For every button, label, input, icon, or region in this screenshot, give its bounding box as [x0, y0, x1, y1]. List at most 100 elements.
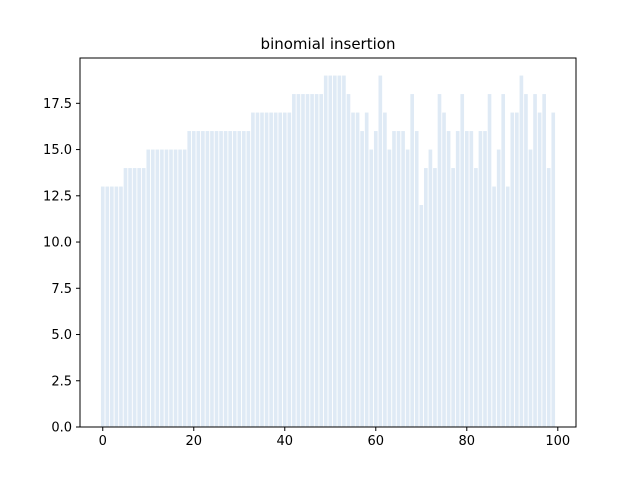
bar	[373, 131, 378, 427]
bar	[169, 149, 173, 427]
bar	[214, 131, 219, 427]
bar	[141, 168, 146, 428]
bar	[146, 149, 151, 427]
bar	[369, 149, 374, 427]
bar	[551, 112, 556, 428]
bar	[392, 131, 396, 427]
x-tick-label: 20	[185, 434, 202, 449]
bar	[314, 94, 319, 427]
bar	[414, 131, 419, 427]
bar	[264, 112, 269, 428]
bar	[292, 94, 296, 427]
bar	[301, 94, 305, 427]
bar	[132, 168, 137, 428]
bar	[260, 112, 264, 428]
bar	[537, 112, 542, 428]
y-axis-ticks: 0.0 2.5 5.0 7.5 10.0 12.5 15.0 17.5	[43, 97, 80, 436]
bar	[223, 131, 228, 427]
bar	[128, 168, 132, 428]
bar	[528, 149, 533, 427]
x-tick-label: 80	[459, 434, 476, 449]
bar	[319, 94, 323, 427]
bar	[278, 112, 283, 428]
bar	[196, 131, 201, 427]
bar	[492, 186, 496, 427]
bar	[333, 75, 337, 428]
bar	[228, 131, 232, 427]
bar	[255, 112, 260, 428]
bar	[469, 131, 474, 427]
bar	[105, 186, 110, 427]
bar	[451, 168, 455, 428]
x-tick-label: 60	[368, 434, 385, 449]
y-tick-label: 12.5	[43, 189, 72, 204]
bar	[474, 168, 478, 428]
bar	[460, 94, 465, 427]
y-tick-label: 5.0	[51, 328, 72, 343]
bar	[533, 94, 537, 427]
bar	[296, 94, 301, 427]
bar	[269, 112, 273, 428]
bar	[237, 131, 242, 427]
bar	[342, 75, 346, 428]
bar	[546, 168, 551, 428]
y-tick-label: 2.5	[51, 374, 72, 389]
bar	[455, 131, 460, 427]
bar	[210, 131, 214, 427]
bar	[437, 94, 442, 427]
bar	[201, 131, 205, 427]
y-tick-label: 17.5	[43, 97, 72, 112]
bar	[328, 75, 333, 428]
y-tick-label: 0.0	[51, 421, 72, 436]
bar	[346, 94, 351, 427]
bar	[364, 112, 369, 428]
bar	[114, 186, 119, 427]
bar	[478, 131, 483, 427]
bar	[542, 94, 546, 427]
bar	[150, 149, 155, 427]
bar	[282, 112, 287, 428]
bar	[178, 149, 182, 427]
bar	[378, 75, 383, 428]
bar	[360, 131, 364, 427]
bar	[428, 149, 433, 427]
y-tick-label: 10.0	[43, 236, 72, 251]
bar	[515, 112, 519, 428]
bar	[505, 186, 510, 427]
bar	[155, 149, 160, 427]
bar	[251, 112, 255, 428]
bar	[410, 94, 415, 427]
bar	[337, 75, 342, 428]
bar	[173, 149, 178, 427]
bar	[501, 94, 506, 427]
bar	[383, 112, 387, 428]
bar	[424, 168, 428, 428]
bar	[496, 149, 501, 427]
bar	[287, 112, 292, 428]
y-tick-label: 7.5	[51, 282, 72, 297]
bar	[355, 112, 360, 428]
bar	[401, 131, 405, 427]
bar	[205, 131, 210, 427]
bar	[123, 168, 128, 428]
bar	[164, 149, 169, 427]
bar	[464, 131, 469, 427]
bar	[246, 131, 251, 427]
bar	[305, 94, 310, 427]
x-axis-ticks: 0 20 40 60 80 100	[99, 427, 570, 449]
chart-title: binomial insertion	[261, 35, 396, 53]
bar	[137, 168, 141, 428]
bar	[483, 131, 487, 427]
bar	[191, 131, 196, 427]
bar	[182, 149, 187, 427]
bar	[396, 131, 401, 427]
bar	[160, 149, 164, 427]
bar	[405, 149, 410, 427]
bar	[241, 131, 246, 427]
bar	[433, 168, 437, 428]
bar	[187, 131, 192, 427]
x-tick-label: 40	[276, 434, 293, 449]
bar	[510, 112, 515, 428]
bar	[323, 75, 328, 428]
